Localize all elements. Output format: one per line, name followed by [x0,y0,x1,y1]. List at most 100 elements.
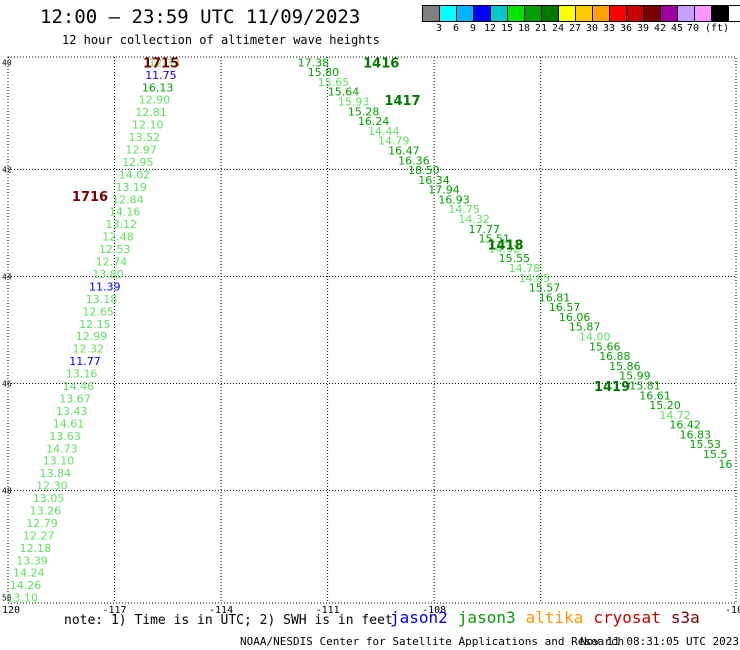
legend-label: 21 [534,23,548,34]
wave-height-value: 13.26 [30,505,62,518]
wave-height-value: 13.39 [16,554,48,567]
wave-height-value: 13.05 [33,492,65,505]
legend-swatch [576,6,593,21]
legend-swatches [422,5,740,22]
legend-swatch [474,6,491,21]
wave-height-value: 13.18 [86,293,118,306]
wave-height-value: 15.99 [619,370,651,383]
wave-height-value: 14.72 [659,409,691,422]
wave-height-value: 16.61 [639,389,671,402]
wave-height-value: 16.36 [398,154,430,167]
wave-height-value: 12.15 [79,318,111,331]
wave-height-value: 12.27 [23,529,55,542]
wave-height-value: 14.02 [119,168,151,181]
satellite-jason2: jason2 [390,608,448,627]
satellite-s3a: s3a [670,608,700,627]
legend-label: 6 [452,23,460,34]
page-title: 12:00 – 23:59 UTC 11/09/2023 [40,6,361,28]
legend-swatch [678,6,695,21]
legend-swatch [644,6,661,21]
legend-swatch [627,6,644,21]
credit-text: NOAA/NESDIS Center for Satellite Applica… [240,635,625,648]
legend-label: 36 [619,23,633,34]
wave-height-value: 13.10 [6,592,38,605]
x-tick-label: -108 [422,605,446,616]
time-label: 1715 [143,56,179,71]
legend-label: 30 [585,23,599,34]
wave-height-value: 12.33 [149,56,181,69]
wave-height-value: 16.47 [388,144,420,157]
wave-height-value: 15.51 [479,233,511,246]
wave-height-value: 12.53 [99,243,131,256]
wave-height-value: 14.26 [10,579,42,592]
legend-label: 24 [551,23,565,34]
legend-label: 27 [568,23,582,34]
time-label: 1416 [363,56,399,71]
satellite-altika: altika [525,608,584,627]
wave-height-value: 14.78 [509,262,541,275]
wave-height-value: 15.20 [649,399,681,412]
legend-labels: 3 6 9 12 15 18 21 24 27 30 33 36 39 42 45 70 (ft) [422,22,740,34]
wave-height-value: 12.97 [125,143,157,156]
wave-height-value: 15.80 [308,66,340,79]
legend-swatch [440,6,457,21]
page-subtitle: 12 hour collection of altimeter wave hei… [62,33,380,47]
wave-height-value: 12.74 [96,256,128,269]
x-tick-label: -114 [209,605,233,616]
wave-height-value: 17.94 [428,184,460,197]
x-tick-label: -117 [102,605,126,616]
legend-swatch [712,6,729,21]
wave-height-value: 12.30 [36,480,68,493]
timestamp-text: Nov 11 08:31:05 UTC 2023 [580,635,739,648]
satellite-cryosat: cryosat [593,608,661,627]
wave-height-value: 17.77 [468,223,500,236]
wave-height-value: 14.00 [579,331,611,344]
wave-height-value: 13.12 [106,218,138,231]
satellite-jason3: jason3 [457,608,516,627]
wave-height-value: 16.83 [679,428,711,441]
legend-swatch [542,6,559,21]
y-tick-label: 50 [2,594,12,603]
legend-swatch [423,6,440,21]
wave-height-value: 15.65 [318,76,350,89]
legend-swatch [525,6,542,21]
satellite-legend: jason2 jason3 altika cryosat s3a [390,608,710,627]
wave-height-value: 14.79 [378,135,410,148]
wave-height-value: 14.44 [368,125,400,138]
wave-height-value: 14.24 [13,567,45,580]
wave-height-value: 17.38 [298,56,330,69]
wave-height-value: 13.80 [92,268,124,281]
legend-swatch [695,6,712,21]
wave-height-value: 13.52 [129,131,161,144]
x-tick-label: -111 [316,605,340,616]
wave-height-value: 15.81 [629,379,661,392]
legend-swatch [559,6,576,21]
wave-height-value: 16 [718,458,732,471]
wave-height-value: 12.48 [102,231,134,244]
x-tick-label: -10 [725,605,740,616]
wave-height-value: 15.87 [569,321,601,334]
time-label: 1419 [594,380,630,395]
x-tick-label: -120 [0,605,20,616]
color-legend: 3 6 9 12 15 18 21 24 27 30 33 36 39 42 45 70 (ft) [422,5,740,34]
legend-swatch [508,6,525,21]
wave-height-value: 14.73 [46,442,78,455]
wave-height-value: 15.93 [338,96,370,109]
wave-height-value: 16.57 [549,301,581,314]
y-tick-label: 40 [2,58,12,67]
legend-swatch [610,6,627,21]
wave-height-value: 12.10 [132,119,164,132]
wave-height-value: 12.81 [135,106,167,119]
legend-swatch [661,6,678,21]
wave-height-value: 12.95 [122,156,154,169]
time-label: 1417 [384,94,420,109]
legend-label: 39 [636,23,650,34]
wave-height-value: 11.39 [89,280,121,293]
legend-label: 9 [469,23,477,34]
wave-height-value: 16.93 [438,193,470,206]
wave-height-value: 12.99 [76,330,108,343]
wave-height-value: 15.64 [328,86,360,99]
wave-height-value: 14.61 [53,417,85,430]
wave-height-value: 12.84 [112,193,144,206]
wave-height-value: 15.57 [529,282,561,295]
